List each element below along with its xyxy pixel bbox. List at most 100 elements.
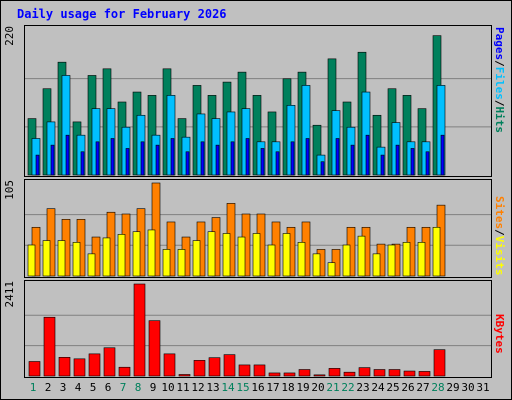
bar-sites-day-9 (151, 182, 161, 277)
bar-kbytes-day-23 (358, 367, 371, 377)
bar-kbytes-day-14 (223, 354, 236, 377)
legend-pages: Pages (493, 27, 506, 61)
legend-files: Files (493, 66, 506, 100)
bar-kbytes-day-16 (253, 364, 266, 377)
bar-kbytes-day-3 (58, 357, 71, 377)
x-tick-label-day-27: 27 (416, 381, 430, 394)
bar-kbytes-day-2 (43, 316, 56, 377)
bar-kbytes-day-15 (238, 364, 251, 377)
bar-kbytes-day-24 (373, 369, 386, 377)
bar-pages-day-15 (245, 138, 250, 176)
legend-separator: / (493, 60, 506, 67)
bar-kbytes-day-11 (178, 374, 191, 377)
bar-pages-day-17 (275, 151, 280, 176)
bar-visits-day-15 (237, 236, 246, 277)
bar-kbytes-day-12 (193, 360, 206, 377)
x-tick-label-day-4: 4 (74, 381, 82, 394)
x-tick-label-day-17: 17 (266, 381, 280, 394)
bar-pages-day-12 (200, 141, 205, 176)
x-tick-label-day-3: 3 (59, 381, 67, 394)
bar-visits-day-16 (252, 233, 261, 277)
bar-visits-day-7 (117, 234, 126, 277)
bar-visits-day-17 (267, 244, 276, 277)
x-tick-label-day-12: 12 (191, 381, 205, 394)
legend-visits: Visits (493, 235, 506, 276)
bar-visits-day-24 (372, 253, 381, 277)
x-tick-label-day-5: 5 (89, 381, 97, 394)
bar-pages-day-16 (260, 148, 265, 176)
bar-visits-day-13 (207, 231, 216, 277)
bar-visits-day-3 (57, 240, 66, 277)
bar-visits-day-20 (312, 253, 321, 277)
bar-pages-day-18 (290, 141, 295, 176)
bar-visits-day-19 (297, 242, 306, 277)
bar-kbytes-day-18 (283, 372, 296, 377)
x-tick-label-day-10: 10 (161, 381, 175, 394)
bar-sites-day-10 (166, 221, 176, 277)
x-tick-label-day-11: 11 (176, 381, 190, 394)
bar-kbytes-day-9 (148, 320, 161, 377)
x-tick-label-day-6: 6 (104, 381, 112, 394)
bar-kbytes-day-1 (28, 361, 41, 377)
bar-visits-day-28 (432, 226, 441, 277)
bar-visits-day-11 (177, 249, 186, 277)
sites-visits-plot (25, 182, 491, 277)
bar-kbytes-day-28 (433, 349, 446, 377)
x-tick-label-day-25: 25 (386, 381, 400, 394)
bar-visits-day-6 (102, 237, 111, 277)
bar-pages-day-5 (95, 141, 100, 176)
bar-kbytes-day-26 (403, 370, 416, 377)
x-tick-label-day-8: 8 (134, 381, 142, 394)
bar-visits-day-14 (222, 233, 231, 277)
x-tick-label-day-29: 29 (446, 381, 460, 394)
bar-visits-day-22 (342, 244, 351, 277)
bar-pages-day-2 (50, 144, 55, 176)
x-tick-label-day-7: 7 (119, 381, 127, 394)
bar-pages-day-4 (80, 151, 85, 176)
y-max-value-sites: 105 (3, 180, 16, 200)
chart-title: Daily usage for February 2026 (17, 7, 227, 21)
legend-separator: / (493, 99, 506, 107)
x-axis-day-labels: 1 2 3 4 5 6 7 8 9 10 11 12 13 14 15 16 17 18 19 20 21 22 23 24 2… (24, 381, 492, 395)
bar-kbytes-day-19 (298, 369, 311, 377)
bar-pages-day-22 (350, 144, 355, 176)
bar-visits-day-12 (192, 240, 201, 277)
bar-pages-day-9 (155, 144, 160, 176)
x-tick-label-day-30: 30 (461, 381, 475, 394)
bar-kbytes-day-25 (388, 369, 401, 377)
bar-pages-day-11 (185, 151, 190, 176)
legend-kbytes-label: KBytes (493, 314, 506, 354)
hits-files-pages-plot (25, 35, 491, 176)
bar-pages-day-23 (365, 134, 370, 176)
legend-separator: / (493, 229, 506, 236)
x-tick-label-day-28: 28 (431, 381, 445, 394)
bar-kbytes-day-5 (88, 353, 101, 377)
bar-pages-day-3 (65, 134, 70, 176)
legend-hits: Hits (493, 106, 506, 134)
x-tick-label-day-23: 23 (356, 381, 370, 394)
bar-visits-day-9 (147, 229, 156, 277)
x-tick-label-day-9: 9 (149, 381, 157, 394)
bar-visits-day-26 (402, 242, 411, 277)
x-tick-label-day-19: 19 (296, 381, 310, 394)
bar-kbytes-day-6 (103, 347, 116, 377)
bar-kbytes-day-4 (73, 358, 86, 377)
x-tick-label-day-20: 20 (311, 381, 325, 394)
x-tick-label-day-18: 18 (281, 381, 295, 394)
bar-visits-day-1 (27, 244, 36, 277)
x-tick-label-day-15: 15 (236, 381, 250, 394)
x-tick-label-day-14: 14 (221, 381, 235, 394)
bar-pages-day-14 (230, 141, 235, 176)
bar-pages-day-21 (335, 138, 340, 176)
sites-visits-panel (24, 179, 492, 278)
x-tick-label-day-1: 1 (29, 381, 37, 394)
bar-kbytes-day-27 (418, 371, 431, 377)
x-tick-label-day-24: 24 (371, 381, 385, 394)
x-tick-label-day-16: 16 (251, 381, 265, 394)
bar-visits-day-2 (42, 240, 51, 277)
bar-pages-day-26 (410, 148, 415, 176)
x-tick-label-day-26: 26 (401, 381, 415, 394)
bar-pages-day-10 (170, 138, 175, 176)
bar-visits-day-5 (87, 253, 96, 277)
x-tick-label-day-2: 2 (44, 381, 52, 394)
